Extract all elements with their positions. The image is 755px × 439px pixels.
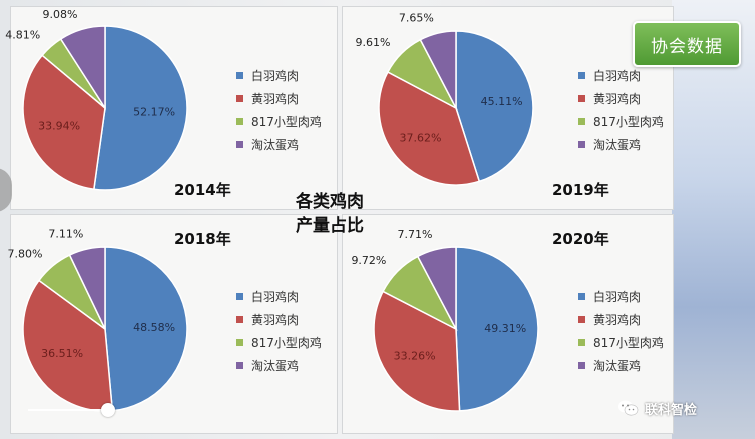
legend-item: 黄羽鸡肉	[236, 87, 322, 110]
pie-slice-spent-hen	[416, 246, 457, 330]
legend-item: 817小型肉鸡	[236, 331, 322, 354]
legend-swatch	[236, 95, 243, 102]
legend-item: 黄羽鸡肉	[236, 308, 322, 331]
year-label-2019: 2019年	[552, 181, 609, 199]
slice-value-label: 9.72%	[351, 254, 386, 267]
legend-label: 白羽鸡肉	[251, 290, 300, 304]
legend-item: 淘汰蛋鸡	[236, 133, 322, 156]
slice-value-label: 7.11%	[48, 227, 83, 240]
pie-slice-white-broiler	[93, 25, 188, 191]
video-progress-knob[interactable]	[101, 403, 115, 417]
slice-value-label: 49.31%	[484, 322, 526, 335]
legend-swatch	[236, 118, 243, 125]
legend-label: 白羽鸡肉	[593, 290, 642, 304]
pie-slice-yellow-broiler	[373, 290, 461, 412]
slice-value-label: 33.26%	[394, 350, 436, 363]
slice-value-label: 45.11%	[481, 95, 523, 108]
watermark: 联科智检	[617, 396, 697, 420]
legend-label: 淘汰蛋鸡	[251, 359, 300, 373]
legend-label: 817小型肉鸡	[593, 336, 664, 350]
legend-item: 白羽鸡肉	[236, 64, 322, 87]
legend-label: 黄羽鸡肉	[593, 313, 642, 327]
legend-item: 白羽鸡肉	[578, 285, 664, 308]
pie-slice-spent-hen	[419, 30, 457, 109]
slice-value-label: 7.80%	[8, 248, 43, 261]
association-data-badge: 协会数据	[633, 21, 741, 67]
slice-value-label: 48.58%	[133, 321, 175, 334]
video-progress-bar[interactable]	[28, 409, 108, 411]
legend-swatch	[578, 118, 585, 125]
year-label-2014: 2014年	[174, 181, 231, 199]
year-label-2020: 2020年	[552, 230, 609, 248]
wechat-icon	[618, 400, 639, 416]
slice-value-label: 37.62%	[400, 132, 442, 145]
legend-item: 817小型肉鸡	[578, 331, 664, 354]
slice-value-label: 9.08%	[42, 8, 77, 21]
legend-swatch	[578, 95, 585, 102]
legend-label: 817小型肉鸡	[593, 115, 664, 129]
legend-swatch	[236, 141, 243, 148]
legend-label: 淘汰蛋鸡	[593, 138, 642, 152]
legend-label: 黄羽鸡肉	[593, 92, 642, 106]
legend-2019: 白羽鸡肉 黄羽鸡肉 817小型肉鸡 淘汰蛋鸡	[578, 64, 664, 156]
center-title-line1: 各类鸡肉	[296, 192, 364, 212]
legend-label: 黄羽鸡肉	[251, 92, 300, 106]
center-title: 各类鸡肉 产量占比	[296, 190, 396, 238]
slice-value-label: 52.17%	[133, 105, 175, 118]
legend-item: 淘汰蛋鸡	[236, 354, 322, 377]
legend-swatch	[578, 316, 585, 323]
pie-slice-spent-hen	[59, 25, 106, 111]
slice-value-label: 7.65%	[399, 12, 434, 25]
legend-item: 817小型肉鸡	[578, 110, 664, 133]
slice-value-label: 33.94%	[38, 120, 80, 133]
legend-item: 白羽鸡肉	[236, 285, 322, 308]
legend-2014: 白羽鸡肉 黄羽鸡肉 817小型肉鸡 淘汰蛋鸡	[236, 64, 322, 156]
legend-item: 淘汰蛋鸡	[578, 354, 664, 377]
legend-label: 白羽鸡肉	[251, 69, 300, 83]
slice-value-label: 4.81%	[5, 28, 40, 41]
legend-swatch	[578, 339, 585, 346]
center-title-line2: 产量占比	[296, 216, 364, 236]
legend-swatch	[236, 293, 243, 300]
legend-label: 黄羽鸡肉	[251, 313, 300, 327]
legend-item: 黄羽鸡肉	[578, 308, 664, 331]
legend-swatch	[578, 362, 585, 369]
legend-swatch	[578, 72, 585, 79]
slice-value-label: 36.51%	[41, 347, 83, 360]
background-strip	[672, 0, 755, 439]
legend-swatch	[236, 72, 243, 79]
slice-value-label: 7.71%	[398, 228, 433, 241]
legend-swatch	[236, 316, 243, 323]
legend-swatch	[578, 293, 585, 300]
pie-slice-yellow-broiler	[22, 54, 106, 191]
legend-label: 817小型肉鸡	[251, 115, 322, 129]
watermark-text: 联科智检	[645, 402, 698, 418]
pie-slice-yellow-broiler	[378, 71, 481, 186]
legend-label: 白羽鸡肉	[593, 69, 642, 83]
legend-2018: 白羽鸡肉 黄羽鸡肉 817小型肉鸡 淘汰蛋鸡	[236, 285, 322, 377]
legend-swatch	[236, 362, 243, 369]
previous-nav-button[interactable]	[0, 168, 12, 212]
legend-label: 淘汰蛋鸡	[251, 138, 300, 152]
pie-slice-white-broiler	[455, 30, 534, 183]
legend-item: 817小型肉鸡	[236, 110, 322, 133]
legend-item: 黄羽鸡肉	[578, 87, 664, 110]
legend-2020: 白羽鸡肉 黄羽鸡肉 817小型肉鸡 淘汰蛋鸡	[578, 285, 664, 377]
legend-item: 淘汰蛋鸡	[578, 133, 664, 156]
legend-label: 淘汰蛋鸡	[593, 359, 642, 373]
pie-slice-white-broiler	[104, 246, 188, 412]
legend-item: 白羽鸡肉	[578, 64, 664, 87]
legend-swatch	[236, 339, 243, 346]
legend-label: 817小型肉鸡	[251, 336, 322, 350]
legend-swatch	[578, 141, 585, 148]
year-label-2018: 2018年	[174, 230, 231, 248]
slice-value-label: 9.61%	[355, 36, 390, 49]
pie-slice-spent-hen	[68, 246, 106, 330]
pie-slice-white-broiler	[455, 246, 539, 412]
